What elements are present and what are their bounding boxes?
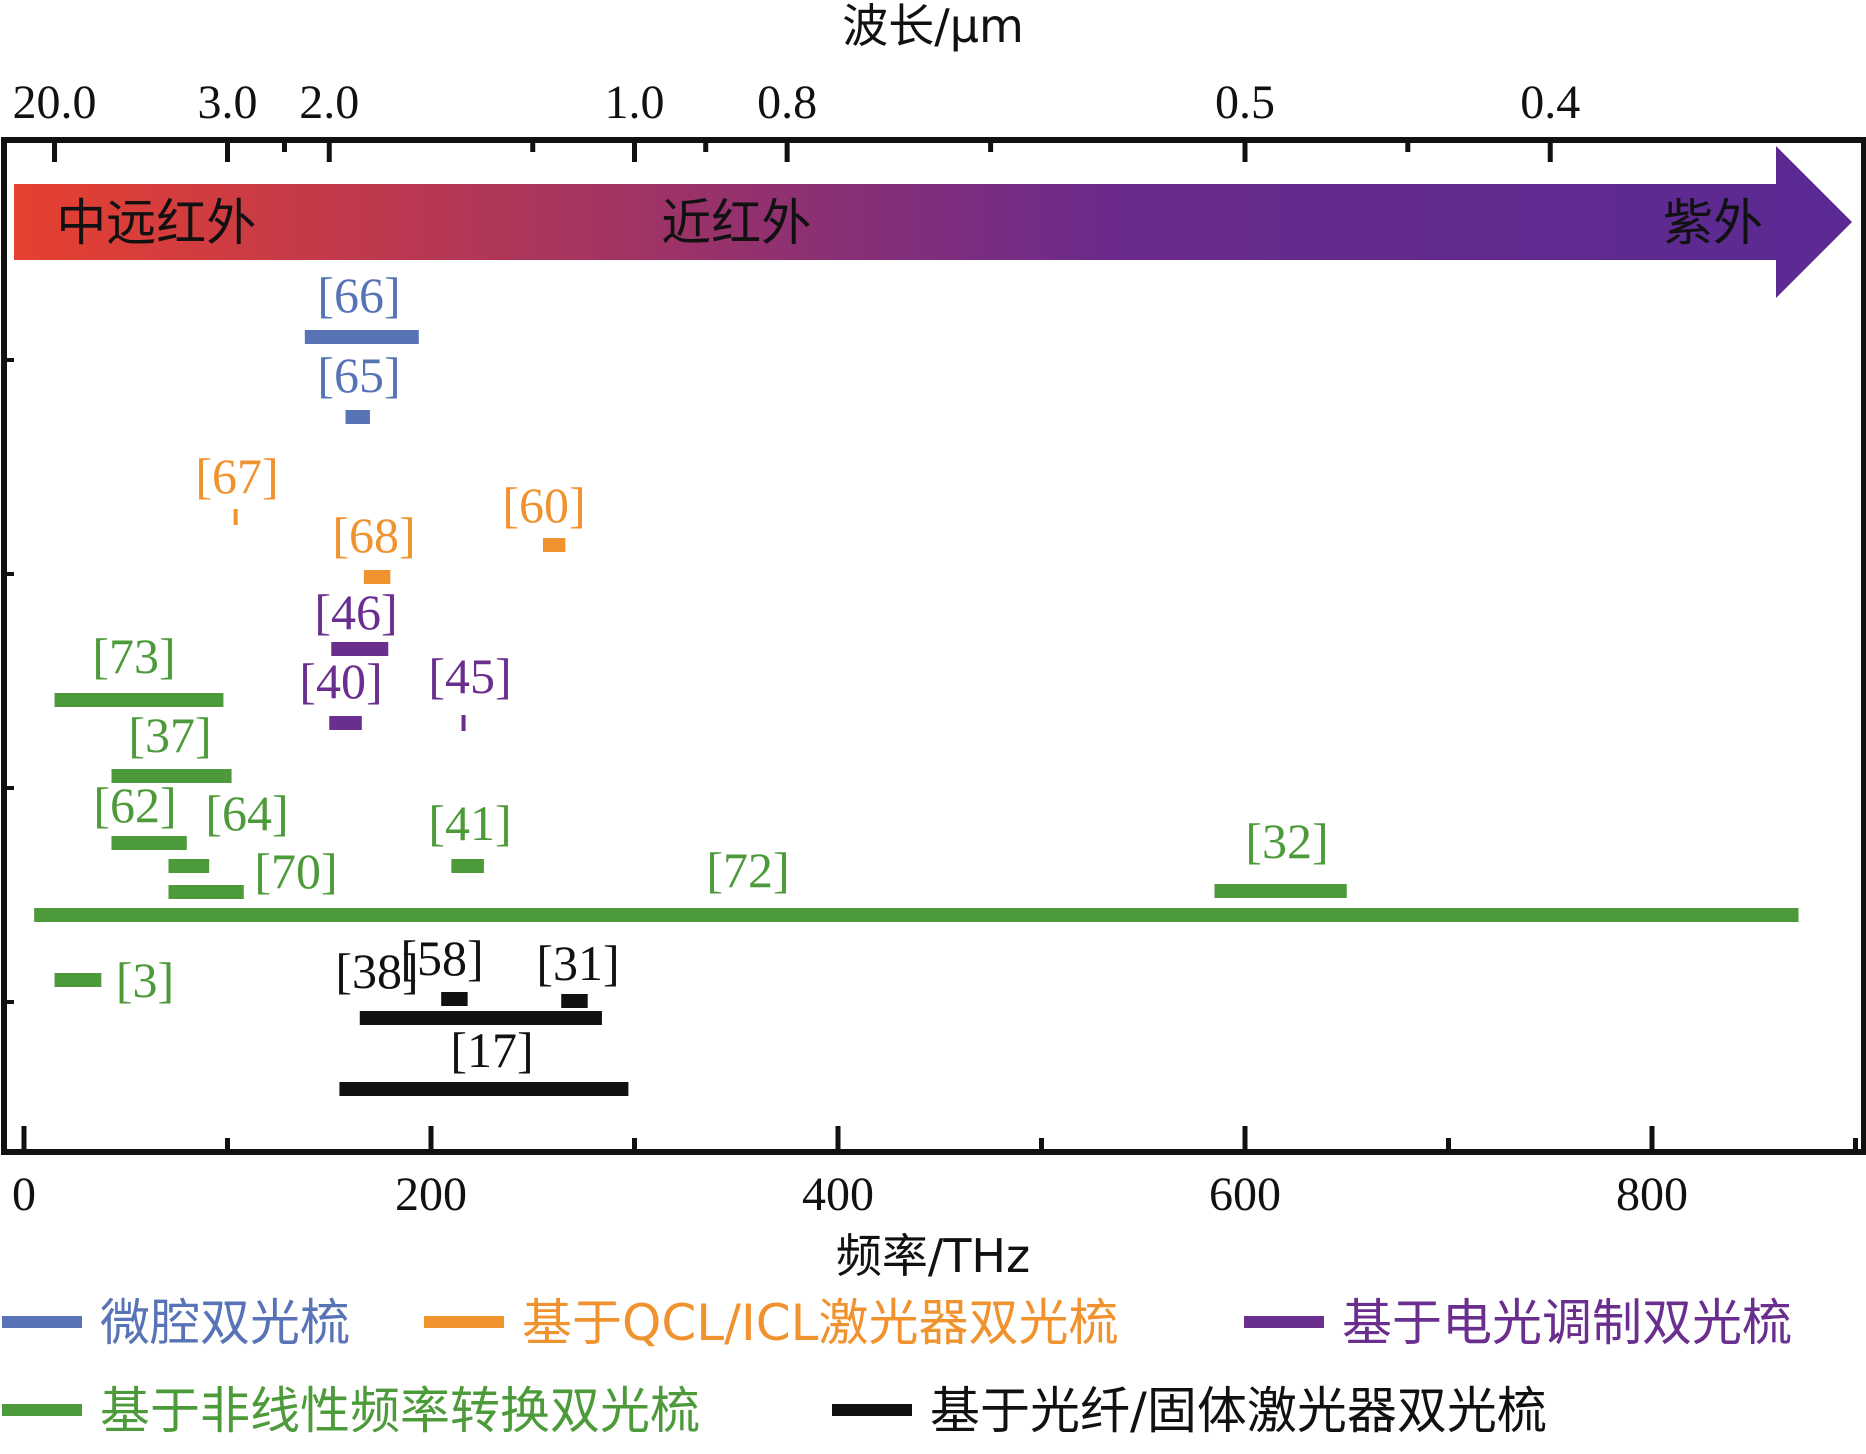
legend-label: 基于非线性频率转换双光梳: [100, 1382, 700, 1440]
range-ref-label: [60]: [502, 477, 585, 533]
range-ref-label: [45]: [428, 648, 511, 704]
bottom-axis: 0 200 400 600 800: [12, 1126, 1858, 1221]
range-bar: [1214, 884, 1347, 898]
range-bar: [331, 642, 389, 656]
range-ref-label: [64]: [205, 785, 288, 841]
range-ref-label: [37]: [128, 707, 211, 763]
range-bar: [359, 1011, 602, 1025]
spectrum-arrow: 中远红外 近红外 紫外: [14, 146, 1852, 298]
range-bar: [54, 973, 102, 987]
range-bar: [461, 715, 466, 731]
legend-item-qcl: 基于QCL/ICL激光器双光梳: [424, 1294, 1118, 1352]
top-tick-label: 0.5: [1215, 76, 1275, 129]
legend-swatch: [1244, 1316, 1324, 1328]
range-bars: [66] [65] [67] [60] [68] [46] [40] [45] [73] [37]…: [34, 267, 1799, 1096]
range-bar: [168, 859, 210, 873]
range-ref-label: [31]: [536, 935, 619, 991]
legend-item-microcavity: 微腔双光梳: [2, 1294, 350, 1352]
top-tick-label: 20.0: [13, 76, 97, 129]
range-ref-label: [32]: [1245, 813, 1328, 869]
bottom-axis-title: 频率/THz: [836, 1229, 1030, 1283]
range-ref-label: [40]: [299, 653, 382, 709]
top-tick-label: 0.4: [1520, 76, 1580, 129]
range-ref-label: [73]: [92, 628, 175, 684]
spectrum-label-0: 中远红外: [56, 194, 256, 252]
range-bar: [339, 1082, 629, 1096]
bottom-tick-label: 600: [1209, 1168, 1281, 1221]
legend-label: 微腔双光梳: [100, 1294, 350, 1352]
legend-item-nonlinear: 基于非线性频率转换双光梳: [2, 1382, 700, 1440]
range-ref-label: [3]: [116, 952, 174, 1008]
range-ref-label: [58]: [400, 930, 483, 986]
range-ref-label: [17]: [450, 1022, 533, 1078]
spectrum-label-2: 紫外: [1663, 194, 1763, 252]
range-ref-label: [72]: [706, 842, 789, 898]
bottom-tick-label: 200: [395, 1168, 467, 1221]
top-tick-label: 1.0: [605, 76, 665, 129]
left-axis-ticks: [4, 358, 14, 1004]
range-ref-label: [38]: [335, 943, 418, 999]
range-bar: [111, 769, 232, 783]
legend-swatch: [832, 1404, 912, 1416]
bottom-tick-label: 0: [12, 1168, 36, 1221]
range-ref-label: [41]: [428, 795, 511, 851]
spectrum-arrow-shape: [14, 146, 1852, 298]
range-ref-label: [70]: [254, 843, 337, 899]
legend-label: 基于电光调制双光梳: [1342, 1294, 1792, 1352]
range-ref-label: [46]: [314, 584, 397, 640]
top-axis: 20.0 3.0 2.0 1.0 0.8 0.5 0.4: [13, 76, 1580, 162]
legend-label: 基于QCL/ICL激光器双光梳: [522, 1294, 1118, 1352]
range-bar: [111, 836, 187, 850]
legend-item-fiber: 基于光纤/固体激光器双光梳: [832, 1382, 1547, 1440]
bottom-tick-label: 400: [802, 1168, 874, 1221]
bottom-tick-label: 800: [1616, 1168, 1688, 1221]
range-bar: [561, 994, 588, 1008]
legend-label: 基于光纤/固体激光器双光梳: [930, 1382, 1547, 1440]
top-tick-label: 2.0: [299, 76, 359, 129]
range-bar: [168, 885, 244, 899]
range-bar: [233, 509, 238, 525]
plot-frame: [1, 137, 1866, 1155]
range-bar: [304, 330, 419, 344]
range-ref-label: [62]: [93, 777, 176, 833]
range-bar: [451, 859, 484, 873]
legend-swatch: [424, 1316, 504, 1328]
range-bar: [542, 538, 566, 552]
range-ref-label: [66]: [317, 267, 400, 323]
legend-swatch: [2, 1404, 82, 1416]
range-ref-label: [65]: [317, 347, 400, 403]
range-bar: [329, 716, 362, 730]
range-bar: [363, 570, 391, 584]
range-ref-label: [68]: [332, 507, 415, 563]
range-bar: [34, 908, 1799, 922]
range-bar: [54, 693, 224, 707]
range-bar: [441, 992, 468, 1006]
spectrum-label-1: 近红外: [661, 194, 811, 252]
top-tick-label: 3.0: [198, 76, 258, 129]
range-bar: [345, 410, 370, 424]
top-axis-title: 波长/μm: [842, 0, 1024, 53]
legend-swatch: [2, 1316, 82, 1328]
range-ref-label: [67]: [195, 448, 278, 504]
top-tick-label: 0.8: [757, 76, 817, 129]
legend-item-eo: 基于电光调制双光梳: [1244, 1294, 1792, 1352]
legend: 微腔双光梳 基于QCL/ICL激光器双光梳 基于电光调制双光梳基于非线性频率转换双光…: [2, 1294, 1792, 1440]
